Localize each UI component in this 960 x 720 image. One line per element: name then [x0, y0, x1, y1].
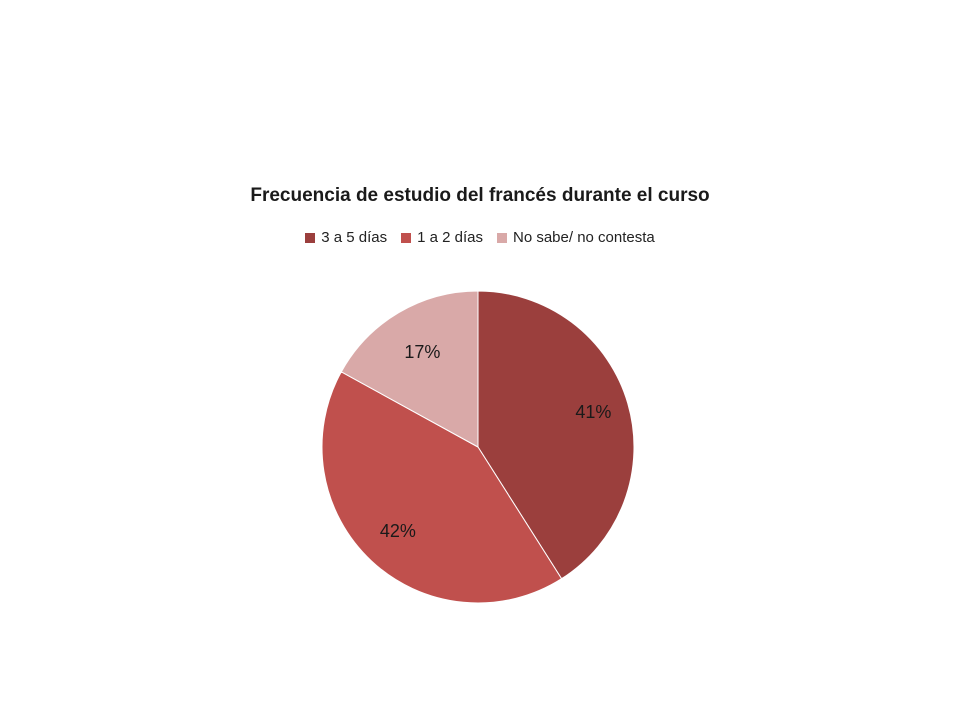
legend: 3 a 5 días 1 a 2 días No sabe/ no contes…: [0, 229, 960, 246]
legend-item-no-sabe: No sabe/ no contesta: [497, 229, 655, 246]
legend-label-3-a-5-dias: 3 a 5 días: [321, 229, 388, 246]
legend-label-no-sabe: No sabe/ no contesta: [513, 229, 655, 246]
legend-swatch-no-sabe: [497, 232, 507, 243]
chart-title: Frecuencia de estudio del francés durant…: [250, 185, 710, 206]
legend-swatch-1-a-2-dias: [401, 232, 412, 243]
slice-3-a-5-dias: [477, 290, 635, 580]
slice-label-3-a-5-dias: 41%: [575, 402, 611, 422]
legend-swatch-3-a-5-dias: [305, 232, 316, 243]
legend-label-1-a-2-dias: 1 a 2 días: [417, 229, 483, 246]
slice-1-a-2-dias: [321, 371, 563, 604]
slice-label-1-a-2-dias: 42%: [380, 521, 416, 541]
legend-item-3-a-5-dias: 3 a 5 días: [305, 229, 387, 246]
slice-label-no-sabe: 17%: [404, 342, 440, 362]
slice-no-sabe: [340, 290, 479, 448]
legend-item-1-a-2-dias: 1 a 2 días: [401, 229, 483, 246]
